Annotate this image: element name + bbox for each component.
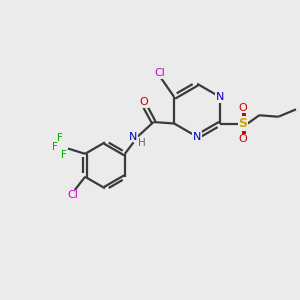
Text: H: H [139,138,146,148]
Text: O: O [140,97,148,107]
Text: Cl: Cl [68,190,79,200]
Text: N: N [216,92,224,102]
Text: O: O [239,103,248,112]
Text: F: F [57,133,63,143]
Text: S: S [238,117,247,130]
Text: F: F [61,150,67,160]
Text: N: N [129,132,137,142]
Text: Cl: Cl [154,68,165,78]
Text: F: F [52,142,58,152]
Text: O: O [239,134,248,144]
Text: N: N [193,132,201,142]
